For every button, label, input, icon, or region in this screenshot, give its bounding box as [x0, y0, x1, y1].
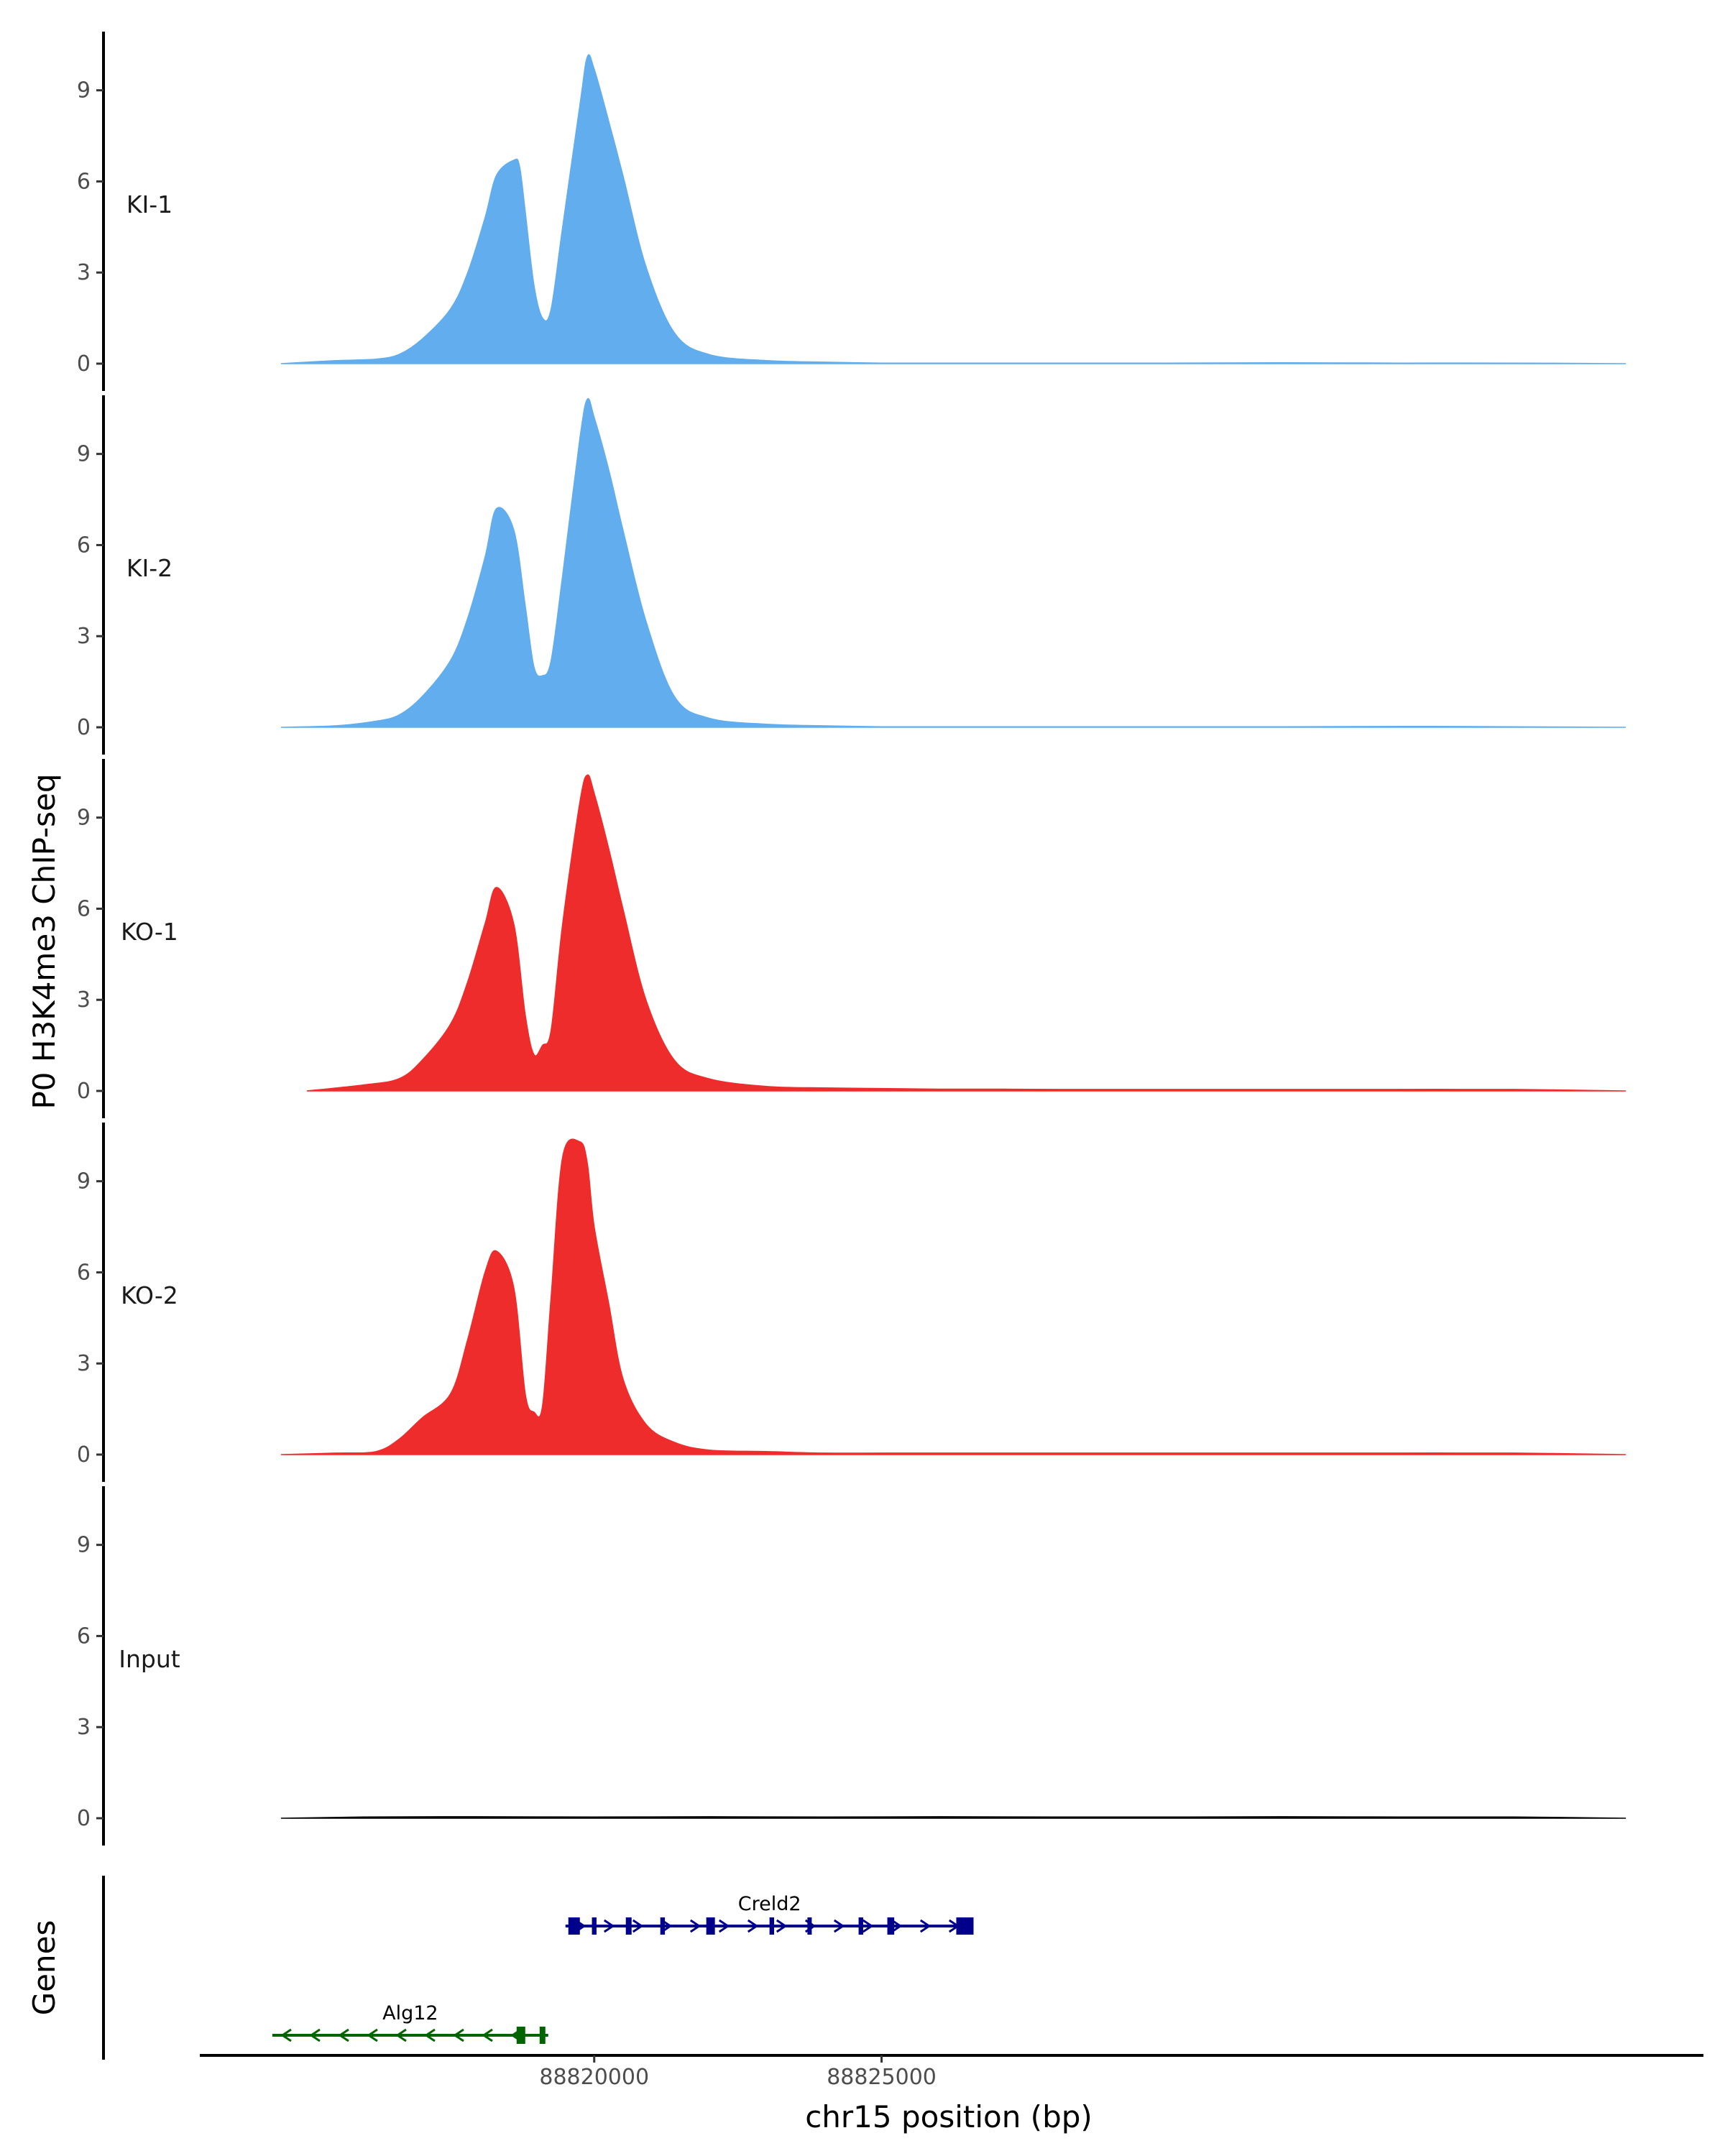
y-tick-label-9: 9	[77, 806, 91, 831]
track-ko-2: 0 3 6 9 KO-2	[77, 1123, 1627, 1482]
track-ki-2: 0 3 6 9 KI-2	[77, 395, 1627, 755]
strand-arrow	[919, 1919, 932, 1933]
track-input: 0 3 6 9 Input	[77, 1486, 1627, 1846]
genes-layer: Genes Creld2 Alg12	[27, 1876, 974, 2060]
y-tick-label-3: 3	[77, 1715, 91, 1740]
strand-arrow	[482, 2028, 493, 2042]
strand-arrow	[632, 1919, 644, 1933]
strand-arrow	[718, 1919, 730, 1933]
gene-creld2: Creld2	[565, 1893, 974, 1935]
signal-area-ko-2	[280, 1138, 1627, 1455]
exon	[592, 1917, 597, 1935]
y-axis-title: P0 H3K4me3 ChIP-seq	[27, 773, 62, 1109]
track-label: KO-1	[121, 918, 178, 946]
y-tick-label-0: 0	[77, 715, 91, 740]
y-tick-label-9: 9	[77, 1169, 91, 1194]
exon	[887, 1917, 895, 1935]
strand-arrow	[747, 1919, 759, 1933]
exon	[625, 1917, 632, 1935]
signal-area-ko-1	[306, 774, 1627, 1092]
gene-label: Alg12	[382, 2002, 438, 2024]
track-ko-1: 0 3 6 9 KO-1	[77, 759, 1627, 1118]
x-axis: 88820000 88825000	[200, 2054, 1703, 2090]
y-tick-label-6: 6	[77, 169, 91, 194]
exon	[516, 2027, 525, 2044]
y-tick-label-6: 6	[77, 533, 91, 558]
strand-arrow	[453, 2028, 464, 2042]
genes-track-title: Genes	[27, 1920, 62, 2016]
tracks-layer: 0 3 6 9 KI-1 0 3 6 9 KI-2 0 3 6 9 KO-1 0 3 6 9 KO-2 0 3 6 9 Inpu…	[77, 32, 1627, 1846]
y-tick-label-9: 9	[77, 78, 91, 103]
strand-arrow	[603, 1919, 615, 1933]
strand-arrow	[689, 1919, 702, 1933]
exon	[858, 1917, 863, 1935]
x-axis-title: chr15 position (bp)	[805, 2099, 1092, 2134]
gene-alg12: Alg12	[272, 2002, 548, 2044]
strand-arrow	[862, 1919, 874, 1933]
gene-label: Creld2	[738, 1893, 801, 1915]
exon	[660, 1917, 666, 1935]
strand-arrow	[280, 2028, 292, 2042]
y-tick-label-3: 3	[77, 260, 91, 285]
track-ki-1: 0 3 6 9 KI-1	[77, 32, 1627, 391]
strand-arrow	[367, 2028, 378, 2042]
y-tick-label-9: 9	[77, 1533, 91, 1558]
signal-area-input	[280, 1816, 1627, 1819]
x-tick-label: 88825000	[827, 2065, 937, 2090]
strand-arrow	[833, 1919, 845, 1933]
exon	[769, 1917, 775, 1935]
exon	[568, 1917, 580, 1935]
exon	[956, 1917, 974, 1935]
y-tick-label-6: 6	[77, 1260, 91, 1285]
track-label: KI-1	[126, 190, 172, 218]
strand-arrow	[776, 1919, 788, 1933]
y-tick-label-6: 6	[77, 896, 91, 921]
y-tick-label-0: 0	[77, 351, 91, 377]
signal-area-ki-2	[280, 397, 1627, 728]
y-tick-label-6: 6	[77, 1623, 91, 1649]
exon	[706, 1917, 715, 1935]
y-tick-label-3: 3	[77, 987, 91, 1013]
signal-area-ki-1	[280, 54, 1627, 364]
strand-arrow	[338, 2028, 349, 2042]
y-tick-label-0: 0	[77, 1079, 91, 1104]
y-tick-label-0: 0	[77, 1442, 91, 1468]
track-label: KO-2	[121, 1281, 178, 1309]
strand-arrow	[891, 1919, 903, 1933]
y-tick-label-0: 0	[77, 1806, 91, 1831]
strand-arrow	[395, 2028, 407, 2042]
track-label: Input	[119, 1645, 180, 1673]
exon	[807, 1917, 812, 1935]
y-tick-label-9: 9	[77, 442, 91, 467]
y-tick-label-3: 3	[77, 1351, 91, 1376]
strand-arrow	[424, 2028, 436, 2042]
strand-arrow	[309, 2028, 321, 2042]
y-tick-label-3: 3	[77, 624, 91, 649]
x-tick-label: 88820000	[539, 2065, 649, 2090]
track-label: KI-2	[126, 554, 172, 582]
exon	[539, 2027, 546, 2044]
